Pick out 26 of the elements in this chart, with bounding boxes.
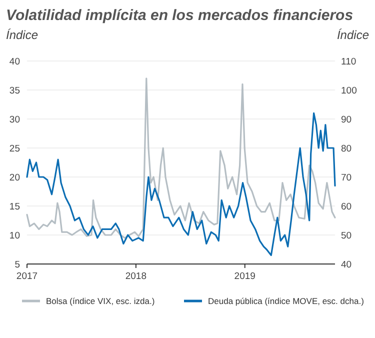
y-tick-label: 10 xyxy=(9,230,20,242)
y-tick-label: 40 xyxy=(9,56,20,68)
y-tick-label: 15 xyxy=(9,202,20,212)
legend-label: Deuda pública (índice MOVE, esc. dcha.) xyxy=(208,296,364,306)
y2-tick-label: 40 xyxy=(341,260,352,270)
y2-tick-label: 70 xyxy=(341,172,352,184)
y2-tick-label: 100 xyxy=(341,86,357,96)
y-tick-label: 5 xyxy=(14,260,20,270)
y2-tick-label: 110 xyxy=(341,56,356,68)
y2-tick-label: 50 xyxy=(341,230,352,242)
y2-tick-label: 90 xyxy=(341,114,352,126)
y-tick-label: 20 xyxy=(9,172,20,184)
x-tick-label: 2017 xyxy=(16,271,38,282)
legend-label: Bolsa (índice VIX, esc. izda.) xyxy=(46,296,155,306)
x-tick-label: 2018 xyxy=(125,271,147,282)
y2-tick-label: 80 xyxy=(341,144,352,154)
y-axis-title: Índice xyxy=(6,28,38,42)
chart-title: Volatilidad implícita en los mercados financieros xyxy=(6,7,354,24)
x-tick-label: 2019 xyxy=(234,271,256,282)
y-tick-label: 35 xyxy=(9,86,20,96)
y2-axis-title: Índice xyxy=(336,28,370,42)
line-series xyxy=(26,112,336,256)
y2-tick-label: 60 xyxy=(341,202,352,212)
y-tick-label: 25 xyxy=(9,144,20,154)
line-series xyxy=(26,78,336,239)
y-tick-label: 30 xyxy=(9,114,20,126)
